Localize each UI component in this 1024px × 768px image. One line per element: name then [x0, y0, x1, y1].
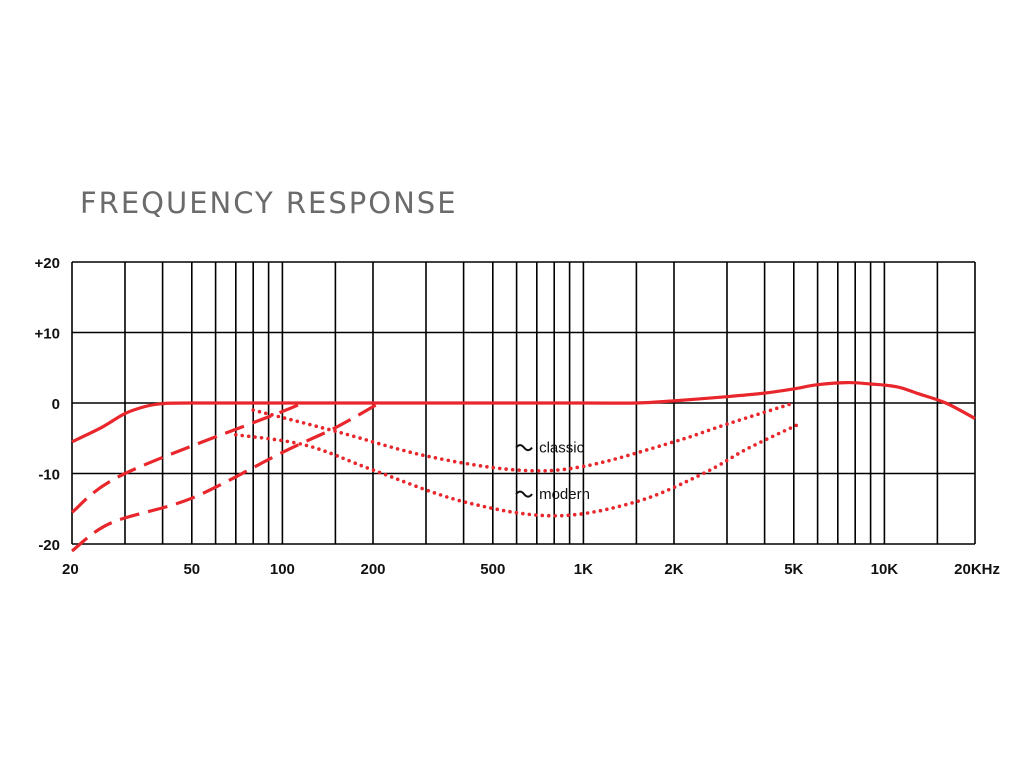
response-curve-1-solid — [71, 380, 976, 444]
response-curves — [70, 380, 976, 553]
y-tick-label: +10 — [35, 326, 60, 343]
tilde-icon — [515, 444, 533, 452]
y-tick-label: -20 — [38, 537, 60, 554]
x-tick-label: 2K — [664, 561, 683, 578]
x-tick-label: 10K — [871, 561, 899, 578]
response-curve-2-dashed — [70, 401, 303, 514]
x-tick-label: 200 — [360, 561, 385, 578]
response-curve-3-dashed — [71, 401, 381, 553]
response-curve-4-dotted — [251, 401, 796, 473]
axis-tick-labels: 20 50 100 200 500 1K 2K 5K 10K 20KHz +20 +10 0 -10 -20 — [35, 255, 1000, 578]
curve-annotations: classic modern — [515, 440, 590, 503]
annotation-modern: modern — [539, 486, 590, 503]
y-tick-label: 0 — [52, 396, 60, 413]
chart-title: FREQUENCY RESPONSE — [80, 186, 458, 220]
x-tick-label: 1K — [574, 561, 593, 578]
x-tick-label: 500 — [480, 561, 505, 578]
response-curve-5-dotted — [234, 422, 801, 518]
annotation-classic: classic — [539, 440, 585, 457]
y-tick-label: +20 — [35, 255, 60, 272]
x-tick-label: 100 — [270, 561, 295, 578]
x-tick-label: 5K — [784, 561, 803, 578]
x-tick-label: 50 — [183, 561, 200, 578]
tilde-icon — [515, 490, 533, 498]
y-tick-label: -10 — [38, 467, 60, 484]
x-tick-label: 20KHz — [954, 561, 1000, 578]
x-tick-label: 20 — [62, 561, 79, 578]
